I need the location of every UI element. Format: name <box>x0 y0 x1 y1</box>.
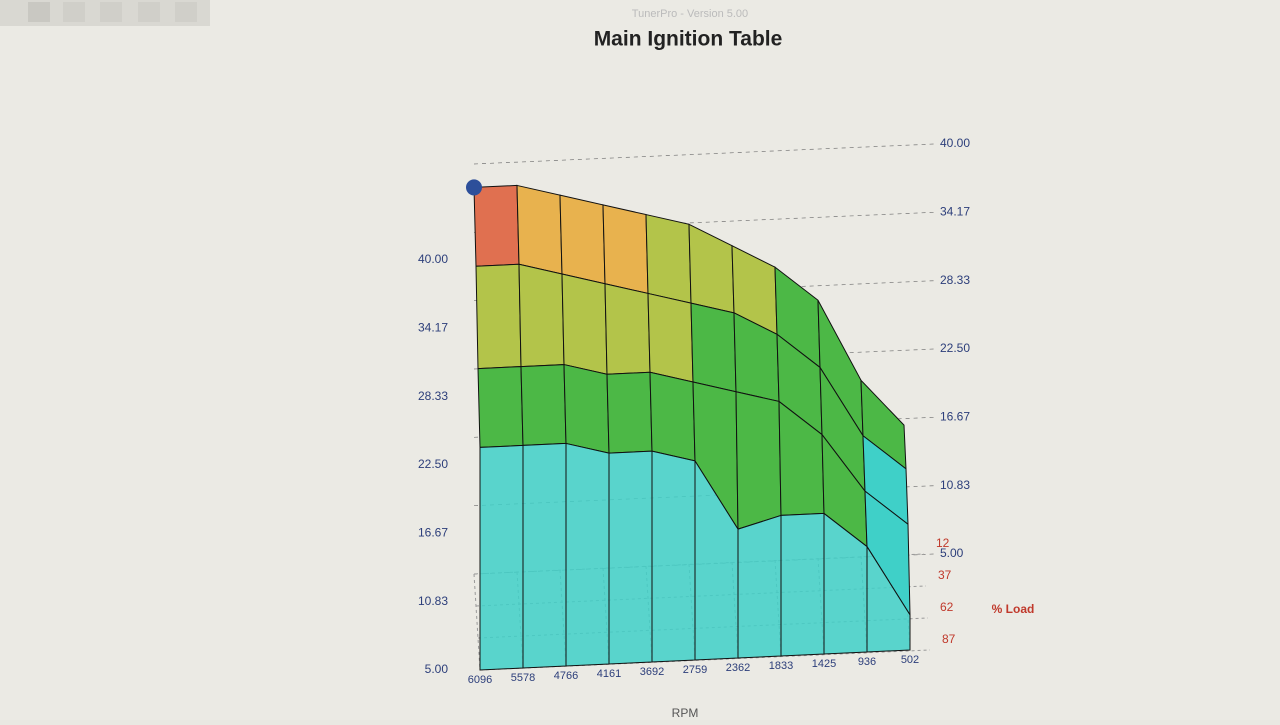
z-tick-label-left: 34.17 <box>418 320 448 334</box>
tool-icon[interactable] <box>175 2 197 22</box>
surface-skirt <box>737 514 782 659</box>
tool-icon[interactable] <box>100 2 122 22</box>
surface-cell <box>516 184 563 275</box>
surface-cell <box>559 194 606 285</box>
z-tick-label-right: 22.50 <box>940 341 970 355</box>
surface-cell <box>520 364 567 446</box>
y-tick-label: 62 <box>940 600 954 614</box>
surface-cell <box>563 363 610 454</box>
surface-skirt <box>479 444 524 671</box>
tool-icon[interactable] <box>138 2 160 22</box>
plot: 5.00 5.00 10.83 10.83 16.67 16.67 22.50 22.50 28… <box>418 136 970 686</box>
z-tick-label-left: 16.67 <box>418 525 448 539</box>
surface-cell <box>690 302 737 393</box>
x-tick-label: 1425 <box>812 658 836 670</box>
x-tick-label: 502 <box>901 654 919 666</box>
x-tick-label: 2759 <box>683 664 707 676</box>
surface-cell <box>602 204 649 295</box>
z-tick-label-left: 10.83 <box>418 594 448 608</box>
surface-cell <box>561 273 608 375</box>
surface-skirt <box>780 512 825 657</box>
window-title: TunerPro - Version 5.00 <box>632 8 748 20</box>
z-tick-label-left: 22.50 <box>418 457 448 471</box>
surface-cell <box>604 283 651 375</box>
y-axis-label: % Load <box>992 602 1035 616</box>
x-tick-label: 6096 <box>468 674 492 686</box>
surface-cell <box>477 366 524 448</box>
surface-cell <box>645 213 692 304</box>
z-tick-label-right: 16.67 <box>940 409 970 423</box>
surface-skirt <box>608 450 653 665</box>
z-tick-label-left: 40.00 <box>418 252 448 266</box>
x-tick-label: 1833 <box>769 660 793 672</box>
surface-skirt <box>866 544 911 653</box>
tool-icon[interactable] <box>28 2 50 22</box>
x-tick-label: 5578 <box>511 672 535 684</box>
surface-cell <box>735 391 782 530</box>
surface-cell <box>475 263 522 370</box>
surface-skirt <box>522 442 567 669</box>
x-tick-label: 4161 <box>597 668 621 680</box>
z-tick-label-left: 5.00 <box>425 662 449 676</box>
x-tick-label: 2362 <box>726 662 750 674</box>
surface-cell <box>473 184 520 267</box>
selected-point <box>466 179 482 196</box>
x-tick-label: 3692 <box>640 666 664 678</box>
z-tick-label-right: 34.17 <box>940 204 970 218</box>
z-tick-label-right: 10.83 <box>940 478 970 492</box>
z-tick-label-right: 40.00 <box>940 136 970 150</box>
surface-cell <box>647 292 694 383</box>
z-tick-label-left: 28.33 <box>418 389 448 403</box>
tool-icon[interactable] <box>63 2 85 22</box>
x-tick-label: 936 <box>858 656 876 668</box>
surface-cell <box>518 263 565 368</box>
surface-cell <box>649 371 696 462</box>
y-tick-label: 12 <box>936 536 950 550</box>
surface-skirt <box>651 450 696 663</box>
surface-cell <box>606 371 653 454</box>
x-axis-label: RPM <box>672 706 699 720</box>
floor-line <box>473 573 481 671</box>
y-tick-label: 87 <box>942 632 956 646</box>
y-tick-label: 37 <box>938 568 952 582</box>
x-tick-label: 4766 <box>554 670 578 682</box>
z-tick-label-right: 28.33 <box>940 273 970 287</box>
surface-skirt <box>565 442 610 667</box>
chart-title: Main Ignition Table <box>594 28 783 51</box>
z-tick-label-right: 5.00 <box>940 546 964 560</box>
